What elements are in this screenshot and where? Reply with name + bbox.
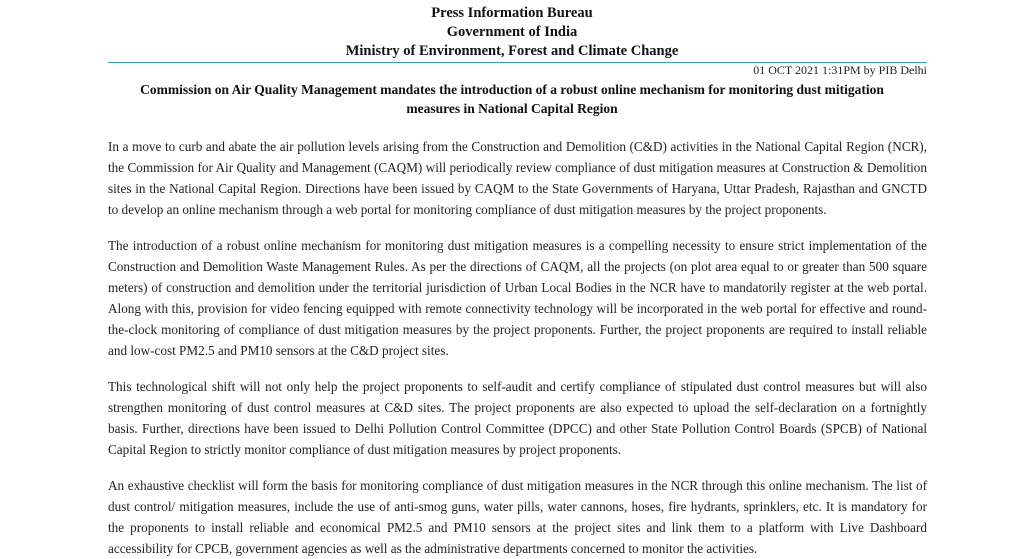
bureau-name: Press Information Bureau — [431, 5, 593, 21]
ministry-name: Ministry of Environment, Forest and Clim… — [345, 43, 679, 59]
dateline: 01 OCT 2021 1:31PM by PIB Delhi — [753, 63, 927, 77]
paragraph: An exhaustive checklist will form the ba… — [108, 478, 927, 556]
release-title: Commission on Air Quality Management man… — [140, 82, 884, 116]
paragraph: In a move to curb and abate the air poll… — [108, 139, 927, 217]
paragraph: The introduction of a robust online mech… — [108, 238, 927, 358]
government-name: Government of India — [446, 24, 578, 40]
release-body: In a move to curb and abate the air poll… — [108, 136, 927, 559]
header-divider — [108, 62, 927, 63]
masthead: Press Information Bureau Government of I… — [0, 0, 1024, 61]
paragraph: This technological shift will not only h… — [108, 379, 927, 457]
